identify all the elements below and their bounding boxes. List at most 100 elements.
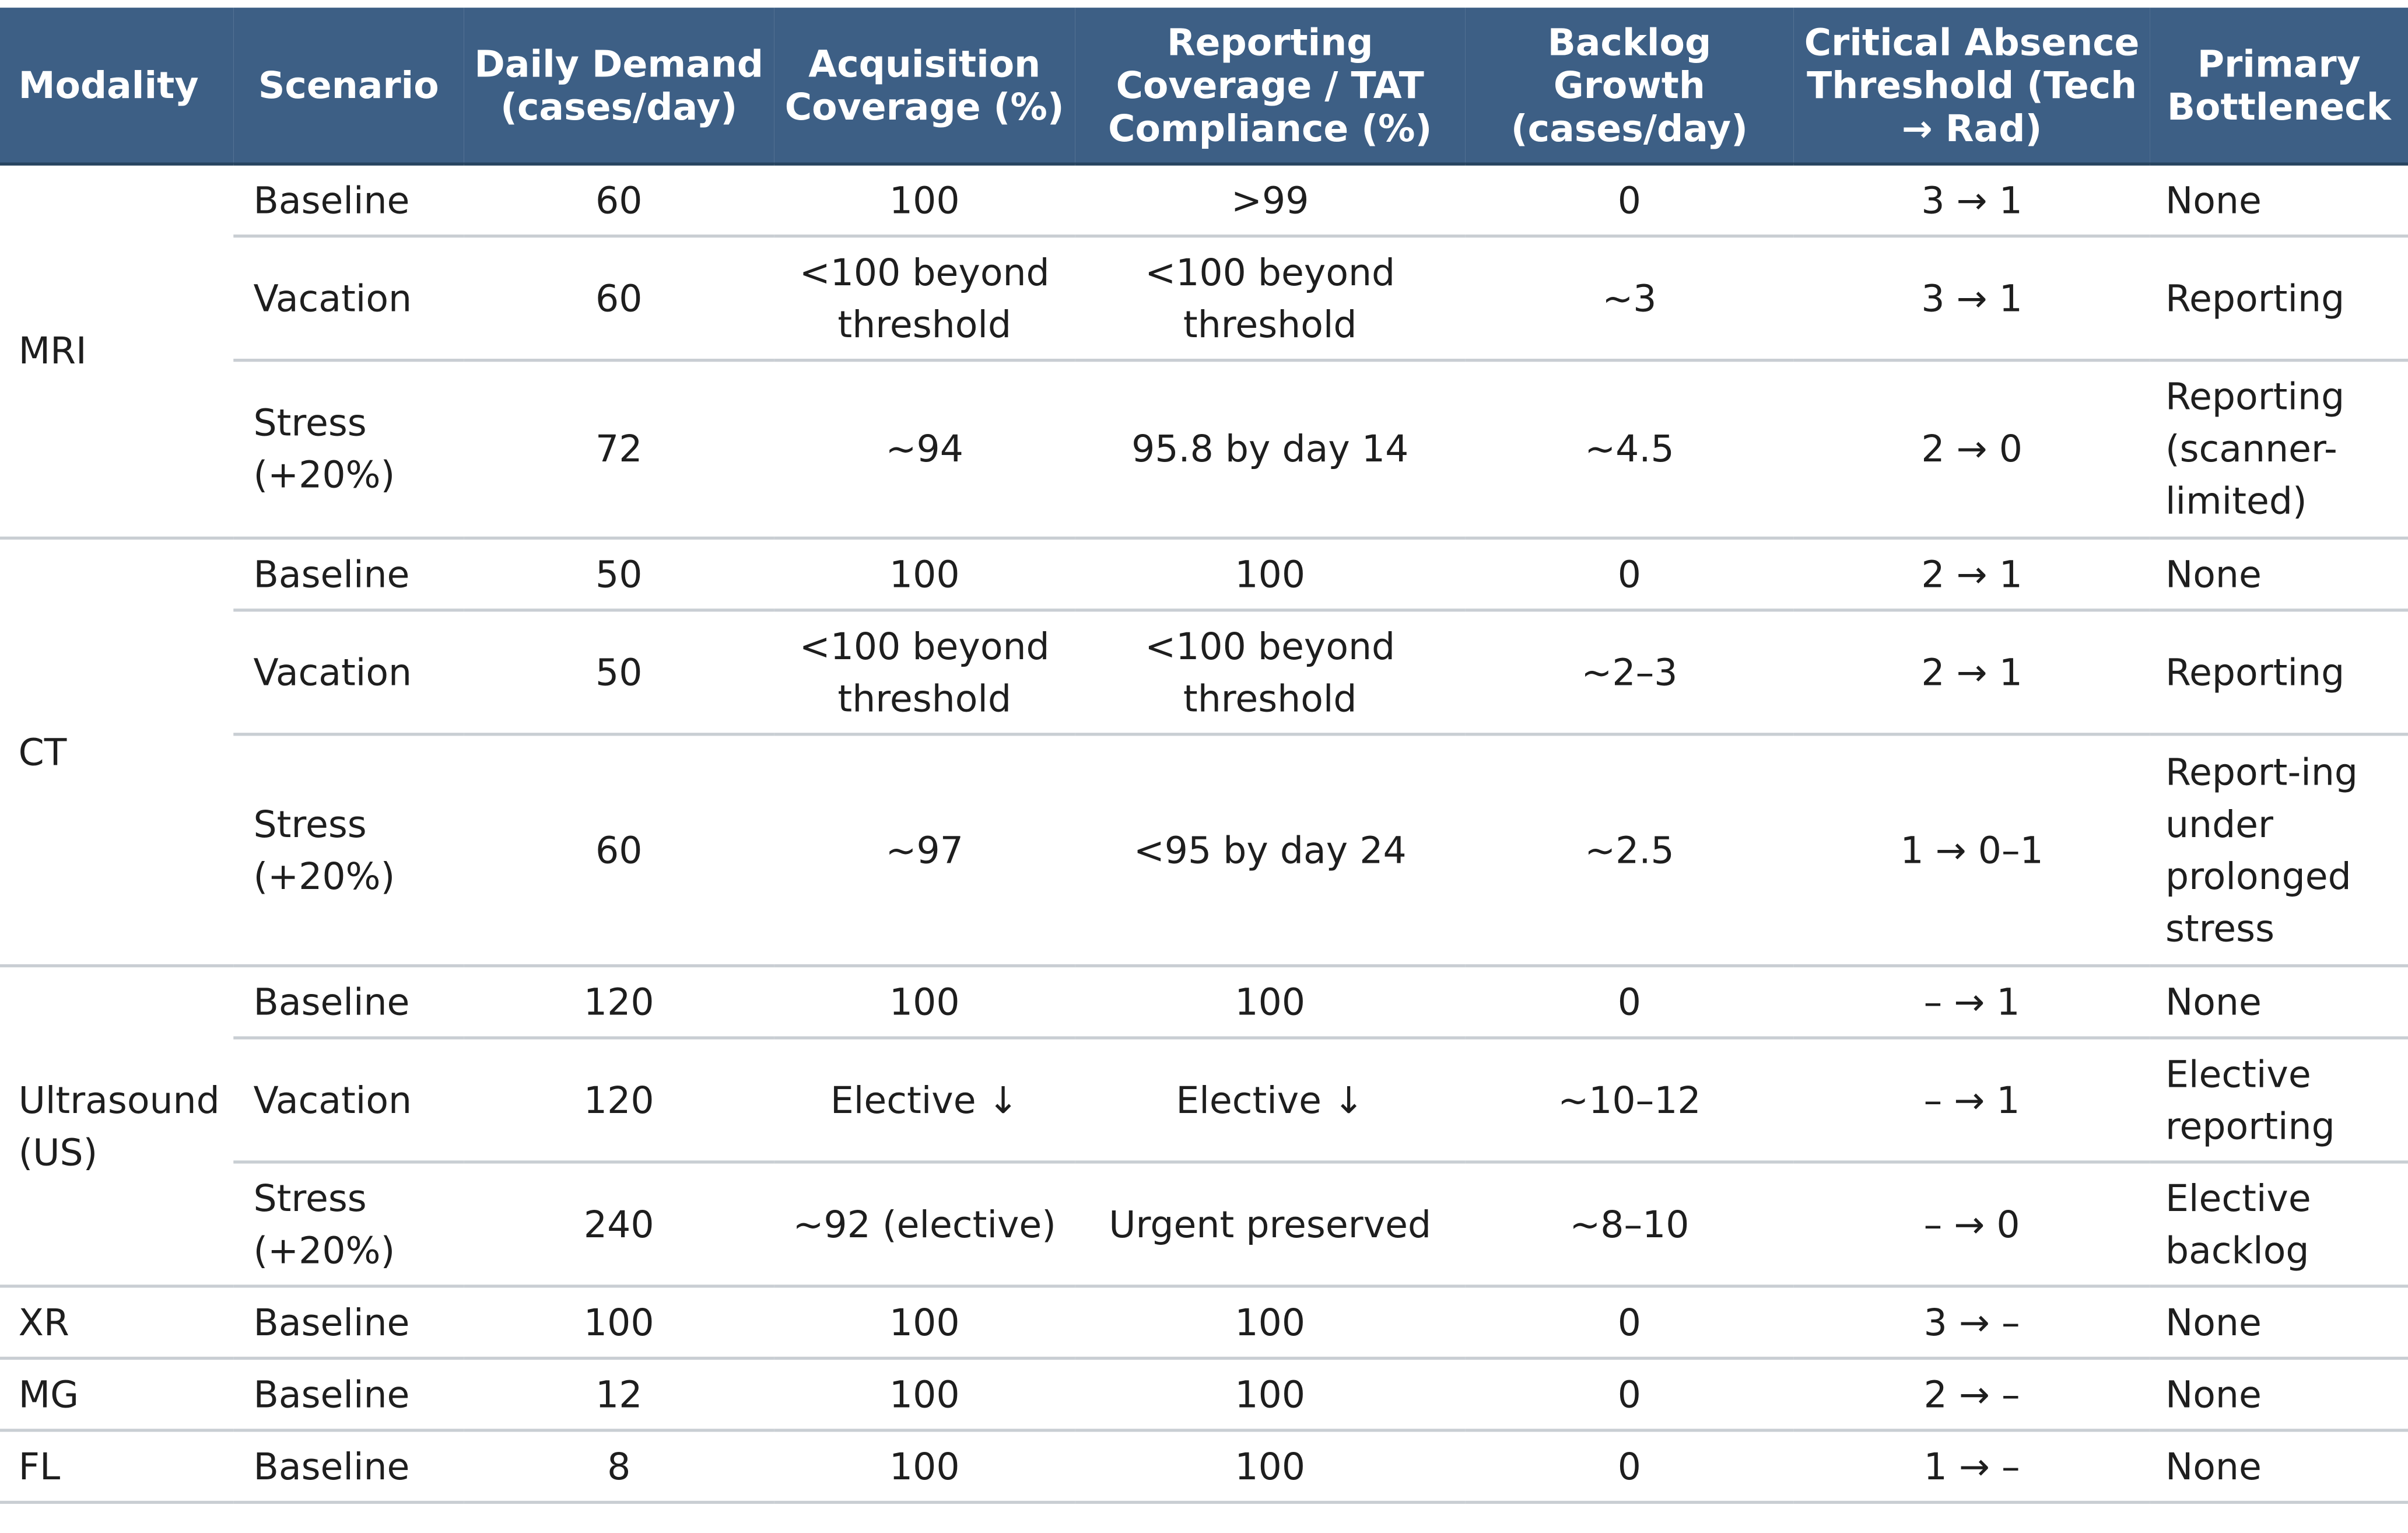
table-row: Stress (+20%) 60 ~97 <95 by day 24 ~2.5 …: [0, 734, 2408, 968]
scenario-cell: Vacation: [233, 1038, 464, 1164]
table-row: Stress (+20%) 240 ~92 (elective) Urgent …: [0, 1162, 2408, 1288]
header-backlog-growth: Backlog Growth (cases/day): [1465, 8, 1794, 166]
scenario-cell: Vacation: [233, 236, 464, 362]
daily-demand-cell: 72: [464, 360, 774, 540]
backlog-growth-cell: ~10–12: [1465, 1038, 1794, 1164]
critical-absence-cell: 3 → 1: [1793, 236, 2150, 362]
scenario-cell: Baseline: [233, 1430, 464, 1504]
reporting-coverage-cell: 100: [1075, 965, 1466, 1040]
critical-absence-cell: – → 1: [1793, 1038, 2150, 1164]
bottleneck-cell: Reporting: [2150, 236, 2408, 362]
backlog-growth-cell: 0: [1465, 164, 1794, 238]
modality-cell: MG: [0, 1358, 234, 1432]
table-row: MG Baseline 12 100 100 0 2 → – None: [0, 1358, 2408, 1432]
critical-absence-cell: 2 → 0: [1793, 360, 2150, 540]
table-header-row: Modality Scenario Daily Demand (cases/da…: [0, 8, 2408, 166]
acquisition-coverage-cell: 100: [774, 1286, 1075, 1360]
reporting-coverage-cell: Elective ↓: [1075, 1038, 1466, 1164]
table-row: Vacation 120 Elective ↓ Elective ↓ ~10–1…: [0, 1038, 2408, 1164]
backlog-growth-cell: 0: [1465, 1358, 1794, 1432]
acquisition-coverage-cell: 100: [774, 1358, 1075, 1432]
bottleneck-cell: None: [2150, 1358, 2408, 1432]
bottleneck-cell: Elective backlog: [2150, 1162, 2408, 1288]
modality-cell: CT: [0, 538, 234, 968]
acquisition-coverage-cell: 100: [774, 164, 1075, 238]
daily-demand-cell: 50: [464, 610, 774, 736]
daily-demand-cell: 12: [464, 1358, 774, 1432]
table-row: MRI Baseline 60 100 >99 0 3 → 1 None: [0, 164, 2408, 540]
header-critical-absence-threshold: Critical Absence Threshold (Tech → Rad): [1793, 8, 2150, 166]
daily-demand-cell: 60: [464, 164, 774, 238]
acquisition-coverage-cell: ~94: [774, 360, 1075, 540]
reporting-coverage-cell: Urgent preserved: [1075, 1162, 1466, 1288]
critical-absence-cell: – → 1: [1793, 965, 2150, 1040]
modality-cell: FL: [0, 1430, 234, 1504]
modality-cell: Ultrasound (US): [0, 965, 234, 1288]
acquisition-coverage-cell: <100 beyond threshold: [774, 236, 1075, 362]
reporting-coverage-cell: <95 by day 24: [1075, 734, 1466, 968]
scenario-cell: Baseline: [233, 1286, 464, 1360]
backlog-growth-cell: 0: [1465, 538, 1794, 612]
acquisition-coverage-cell: 100: [774, 1430, 1075, 1504]
acquisition-coverage-cell: 100: [774, 965, 1075, 1040]
reporting-coverage-cell: <100 beyond threshold: [1075, 610, 1466, 736]
scenario-cell: Vacation: [233, 610, 464, 736]
scenario-cell: Stress (+20%): [233, 734, 464, 968]
critical-absence-cell: 2 → 1: [1793, 610, 2150, 736]
header-modality: Modality: [0, 8, 234, 166]
bottleneck-cell: Reporting: [2150, 610, 2408, 736]
table-row: Vacation 60 <100 beyond threshold <100 b…: [0, 236, 2408, 362]
table-row: Ultrasound (US) Baseline 120 100 100 0 –…: [0, 965, 2408, 1288]
daily-demand-cell: 120: [464, 965, 774, 1040]
scenario-cell: Baseline: [233, 164, 464, 238]
backlog-growth-cell: ~8–10: [1465, 1162, 1794, 1288]
backlog-growth-cell: 0: [1465, 1430, 1794, 1504]
acquisition-coverage-cell: 100: [774, 538, 1075, 612]
daily-demand-cell: 8: [464, 1430, 774, 1504]
reporting-coverage-cell: 100: [1075, 1286, 1466, 1360]
scenario-cell: Baseline: [233, 538, 464, 612]
daily-demand-cell: 60: [464, 734, 774, 968]
acquisition-coverage-cell: Elective ↓: [774, 1038, 1075, 1164]
critical-absence-cell: 2 → –: [1793, 1358, 2150, 1432]
scenario-cell: Stress (+20%): [233, 1162, 464, 1288]
backlog-growth-cell: ~2.5: [1465, 734, 1794, 968]
header-primary-bottleneck: Primary Bottleneck: [2150, 8, 2408, 166]
critical-absence-cell: 2 → 1: [1793, 538, 2150, 612]
critical-absence-cell: – → 0: [1793, 1162, 2150, 1288]
acquisition-coverage-cell: ~92 (elective): [774, 1162, 1075, 1288]
backlog-growth-cell: ~2–3: [1465, 610, 1794, 736]
bottleneck-cell: Reporting (scanner-limited): [2150, 360, 2408, 540]
reporting-coverage-cell: 100: [1075, 538, 1466, 612]
bottleneck-cell: None: [2150, 965, 2408, 1040]
table-row: FL Baseline 8 100 100 0 1 → – None: [0, 1430, 2408, 1504]
daily-demand-cell: 240: [464, 1162, 774, 1288]
header-acquisition-coverage: Acquisition Coverage (%): [774, 8, 1075, 166]
bottleneck-cell: Elective reporting: [2150, 1038, 2408, 1164]
scenario-cell: Baseline: [233, 965, 464, 1040]
reporting-coverage-cell: 100: [1075, 1358, 1466, 1432]
backlog-growth-cell: ~4.5: [1465, 360, 1794, 540]
bottleneck-cell: None: [2150, 164, 2408, 238]
bottleneck-cell: Report-ing under prolonged stress: [2150, 734, 2408, 968]
daily-demand-cell: 100: [464, 1286, 774, 1360]
acquisition-coverage-cell: <100 beyond threshold: [774, 610, 1075, 736]
header-scenario: Scenario: [233, 8, 464, 166]
acquisition-coverage-cell: ~97: [774, 734, 1075, 968]
critical-absence-cell: 1 → 0–1: [1793, 734, 2150, 968]
daily-demand-cell: 60: [464, 236, 774, 362]
daily-demand-cell: 50: [464, 538, 774, 612]
daily-demand-cell: 120: [464, 1038, 774, 1164]
table-row: Stress (+20%) 72 ~94 95.8 by day 14 ~4.5…: [0, 360, 2408, 540]
table-row: Vacation 50 <100 beyond threshold <100 b…: [0, 610, 2408, 736]
table-row: XR Baseline 100 100 100 0 3 → – None: [0, 1286, 2408, 1360]
bottleneck-cell: None: [2150, 1286, 2408, 1360]
table-row: CT Baseline 50 100 100 0 2 → 1 None: [0, 538, 2408, 968]
backlog-growth-cell: 0: [1465, 1286, 1794, 1360]
backlog-growth-cell: ~3: [1465, 236, 1794, 362]
scenario-cell: Stress (+20%): [233, 360, 464, 540]
modality-scenario-table: Modality Scenario Daily Demand (cases/da…: [0, 8, 2408, 1504]
reporting-coverage-cell: 100: [1075, 1430, 1466, 1504]
bottleneck-cell: None: [2150, 538, 2408, 612]
